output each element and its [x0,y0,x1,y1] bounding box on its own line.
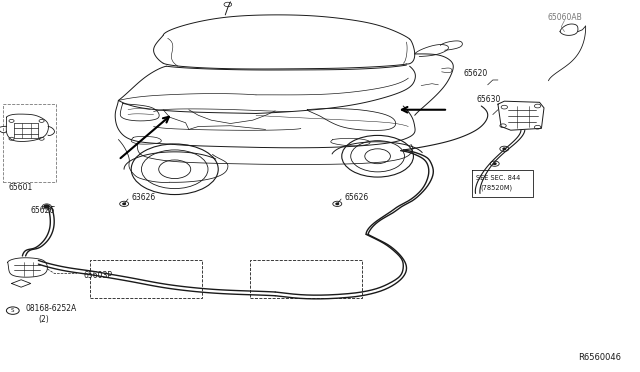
FancyBboxPatch shape [250,260,362,298]
Text: (2): (2) [38,315,49,324]
Circle shape [493,163,496,164]
Text: (78520M): (78520M) [480,185,512,192]
Text: 65626: 65626 [344,193,369,202]
Text: 65620: 65620 [464,69,488,78]
Text: 65630: 65630 [477,95,501,104]
Text: 08168-6252A: 08168-6252A [26,304,77,313]
FancyBboxPatch shape [3,104,56,182]
Text: 65626: 65626 [31,206,55,215]
Circle shape [44,205,49,208]
Text: 63626: 63626 [131,193,156,202]
Text: 65601: 65601 [8,183,33,192]
Circle shape [123,203,125,205]
FancyBboxPatch shape [90,260,202,298]
Text: S: S [11,308,15,313]
Circle shape [503,148,506,150]
Text: 65060AB: 65060AB [547,13,582,22]
Text: R6560046: R6560046 [578,353,621,362]
Text: SEE SEC. 844: SEE SEC. 844 [476,175,520,181]
Circle shape [336,203,339,205]
Text: 65603P: 65603P [83,271,112,280]
